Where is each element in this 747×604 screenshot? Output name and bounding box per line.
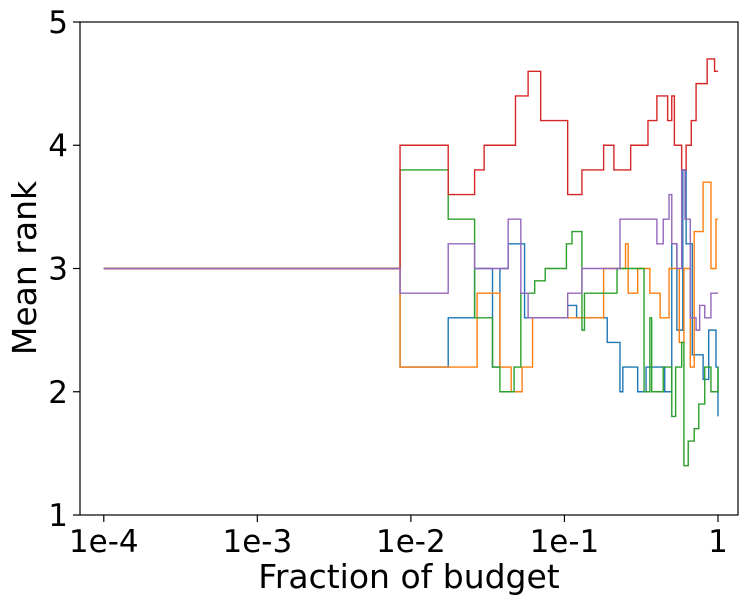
series-line-series-red <box>103 58 718 270</box>
x-axis-label: Fraction of budget <box>258 557 560 596</box>
x-tick-label: 1e-3 <box>222 524 292 560</box>
y-tick-label: 1 <box>48 498 68 534</box>
y-tick-label: 2 <box>48 375 68 411</box>
x-tick-label: 1 <box>708 524 728 560</box>
x-axis: 1e-4 1e-3 1e-2 1e-1 1 <box>69 515 728 560</box>
series-line-series-purple <box>103 169 718 331</box>
x-tick-label: 1e-4 <box>69 524 139 560</box>
plot-lines <box>103 58 719 467</box>
x-tick-label: 1e-1 <box>530 524 600 560</box>
x-tick-label: 1e-2 <box>376 524 446 560</box>
y-tick-label: 4 <box>48 128 68 164</box>
series-line-series-green <box>103 169 719 467</box>
y-tick-label: 3 <box>48 252 68 288</box>
y-axis: 1 2 3 4 5 <box>48 5 80 534</box>
series-line-series-orange <box>103 181 718 393</box>
y-tick-label: 5 <box>48 5 68 41</box>
y-axis-label: Mean rank <box>5 180 44 355</box>
